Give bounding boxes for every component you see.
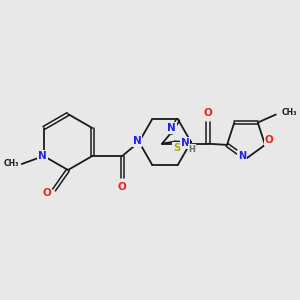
- Text: N: N: [133, 136, 141, 146]
- Text: CH₃: CH₃: [4, 160, 20, 169]
- Text: CH₃: CH₃: [282, 108, 298, 117]
- Text: N: N: [167, 123, 176, 133]
- Text: O: O: [265, 135, 273, 145]
- Text: O: O: [118, 182, 127, 192]
- Text: O: O: [43, 188, 51, 198]
- Text: N: N: [238, 151, 246, 161]
- Text: S: S: [173, 143, 181, 154]
- Text: N: N: [181, 138, 189, 148]
- Text: H: H: [189, 145, 196, 154]
- Text: O: O: [204, 108, 212, 118]
- Text: N: N: [38, 151, 47, 161]
